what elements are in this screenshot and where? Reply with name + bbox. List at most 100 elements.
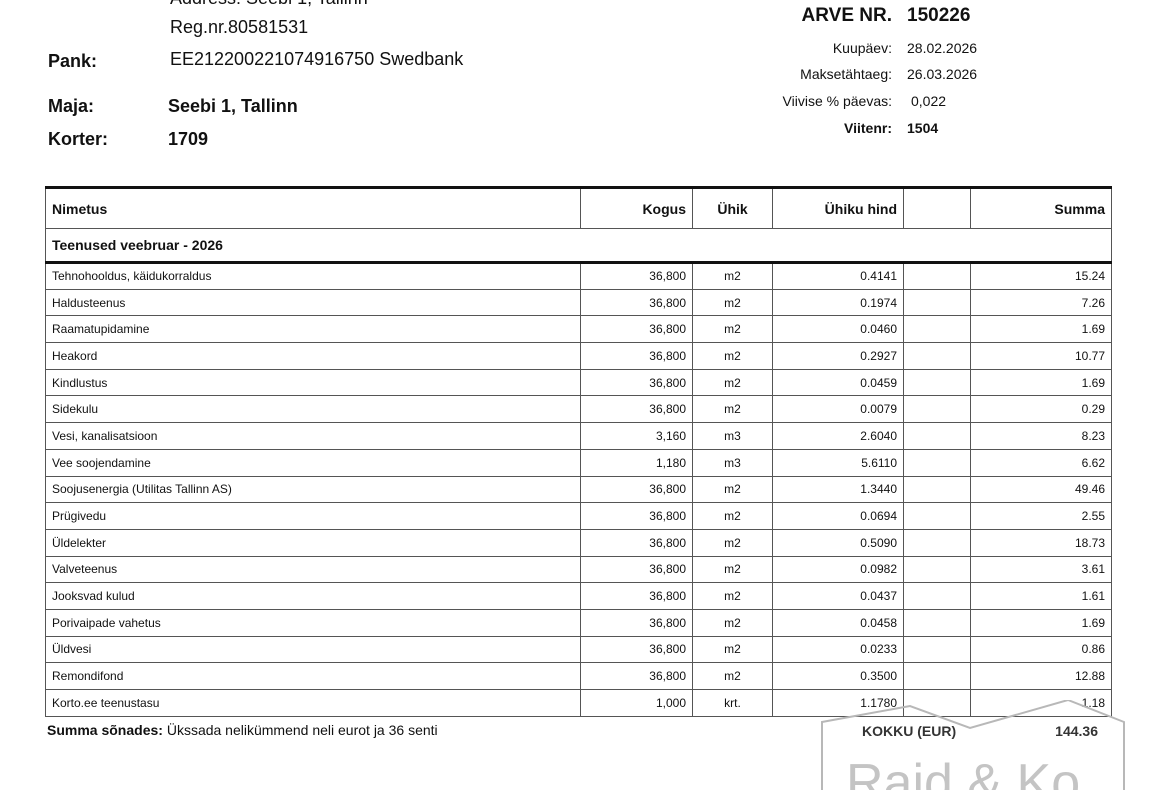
- item-sum: 1.18: [970, 689, 1112, 717]
- item-blank: [903, 662, 971, 690]
- item-blank: [903, 368, 971, 397]
- item-sum: 7.26: [970, 288, 1112, 317]
- item-unit: krt.: [692, 689, 773, 717]
- invoice-number: 150226: [907, 5, 971, 26]
- table-row: Haldusteenus 36,800 m2 0.1974 7.26: [45, 288, 1112, 317]
- house-label: Maja:: [48, 96, 95, 116]
- item-unit-price: 0.5090: [772, 528, 904, 557]
- table-row: Üldvesi 36,800 m2 0.0233 0.86: [45, 635, 1112, 664]
- house-value: Seebi 1, Tallinn: [168, 96, 298, 116]
- apartment-label: Korter:: [48, 129, 109, 149]
- table-row: Üldelekter 36,800 m2 0.5090 18.73: [45, 528, 1112, 557]
- item-name: Vee soojendamine: [45, 448, 581, 477]
- item-blank: [903, 315, 971, 344]
- item-name: Porivaipade vahetus: [45, 608, 581, 637]
- item-name: Heakord: [45, 342, 581, 370]
- item-sum: 1.61: [970, 582, 1112, 610]
- bank-label: Pank:: [48, 51, 98, 71]
- item-blank: [903, 262, 971, 290]
- raid-ko-watermark-logo: Raid & Ko: [821, 700, 1125, 790]
- table-row: Prügivedu 36,800 m2 0.0694 2.55: [45, 502, 1112, 530]
- item-sum: 0.86: [970, 635, 1112, 664]
- item-sum: 3.61: [970, 555, 1112, 584]
- company-reg-nr: Reg.nr.80581531: [170, 17, 309, 37]
- item-name: Sidekulu: [45, 395, 581, 424]
- item-unit-price: 0.0437: [772, 582, 904, 610]
- table-row: Porivaipade vahetus 36,800 m2 0.0458 1.69: [45, 608, 1112, 637]
- item-name: Tehnohooldus, käidukorraldus: [45, 262, 581, 290]
- ref-label: Viitenr:: [844, 120, 892, 136]
- item-unit: m2: [692, 475, 773, 504]
- item-name: Valveteenus: [45, 555, 581, 584]
- due-value: 26.03.2026: [907, 66, 978, 82]
- item-blank: [903, 555, 971, 584]
- item-unit: m2: [692, 342, 773, 370]
- bank-value: EE212200221074916750 Swedbank: [170, 49, 464, 69]
- item-name: Üldelekter: [45, 528, 581, 557]
- due-label: Maksetähtaeg:: [800, 66, 892, 82]
- item-blank: [903, 342, 971, 370]
- svg-text:Raid & Ko: Raid & Ko: [846, 754, 1080, 790]
- header-name: Nimetus: [45, 186, 581, 229]
- item-blank: [903, 422, 971, 450]
- item-unit: m2: [692, 608, 773, 637]
- item-quantity: 1,180: [580, 448, 693, 477]
- table-row: Vesi, kanalisatsioon 3,160 m3 2.6040 8.23: [45, 422, 1112, 450]
- header-unit: Ühik: [692, 186, 773, 229]
- item-blank: [903, 288, 971, 317]
- item-sum: 15.24: [970, 262, 1112, 290]
- table-row: Valveteenus 36,800 m2 0.0982 3.61: [45, 555, 1112, 584]
- total-value: 144.36: [1055, 723, 1098, 739]
- item-quantity: 36,800: [580, 662, 693, 690]
- item-quantity: 36,800: [580, 608, 693, 637]
- item-blank: [903, 502, 971, 530]
- ref-value: 1504: [907, 120, 939, 136]
- item-unit: m2: [692, 288, 773, 317]
- item-unit-price: 0.0079: [772, 395, 904, 424]
- item-quantity: 36,800: [580, 582, 693, 610]
- item-name: Remondifond: [45, 662, 581, 690]
- item-sum: 1.69: [970, 315, 1112, 344]
- item-blank: [903, 475, 971, 504]
- item-sum: 8.23: [970, 422, 1112, 450]
- item-unit: m2: [692, 315, 773, 344]
- item-unit: m2: [692, 635, 773, 664]
- item-name: Haldusteenus: [45, 288, 581, 317]
- item-unit-price: 2.6040: [772, 422, 904, 450]
- item-quantity: 36,800: [580, 315, 693, 344]
- table-header-row: Nimetus Kogus Ühik Ühiku hind Summa: [45, 186, 1112, 229]
- item-name: Üldvesi: [45, 635, 581, 664]
- table-row: Jooksvad kulud 36,800 m2 0.0437 1.61: [45, 582, 1112, 610]
- item-unit-price: 5.6110: [772, 448, 904, 477]
- header-quantity: Kogus: [580, 186, 693, 229]
- sum-in-words: Summa sõnades: Ükssada nelikümmend neli …: [47, 722, 438, 738]
- item-blank: [903, 582, 971, 610]
- invoice-title-label: ARVE NR.: [801, 5, 892, 26]
- item-unit-price: 0.3500: [772, 662, 904, 690]
- item-quantity: 36,800: [580, 342, 693, 370]
- item-unit-price: 0.0459: [772, 368, 904, 397]
- item-sum: 6.62: [970, 448, 1112, 477]
- item-unit-price: 0.0694: [772, 502, 904, 530]
- item-unit: m2: [692, 528, 773, 557]
- item-sum: 12.88: [970, 662, 1112, 690]
- item-sum: 18.73: [970, 528, 1112, 557]
- item-sum: 2.55: [970, 502, 1112, 530]
- item-sum: 0.29: [970, 395, 1112, 424]
- item-name: Kindlustus: [45, 368, 581, 397]
- table-row: Tehnohooldus, käidukorraldus 36,800 m2 0.41…: [45, 262, 1112, 290]
- item-quantity: 36,800: [580, 288, 693, 317]
- item-unit: m2: [692, 368, 773, 397]
- item-quantity: 36,800: [580, 555, 693, 584]
- item-name: Jooksvad kulud: [45, 582, 581, 610]
- item-unit: m3: [692, 448, 773, 477]
- item-blank: [903, 395, 971, 424]
- item-unit: m2: [692, 395, 773, 424]
- item-sum: 49.46: [970, 475, 1112, 504]
- item-name: Korto.ee teenustasu: [45, 689, 581, 717]
- item-quantity: 36,800: [580, 475, 693, 504]
- item-unit-price: 0.0233: [772, 635, 904, 664]
- group-row: Teenused veebruar - 2026: [45, 228, 1112, 264]
- item-sum: 10.77: [970, 342, 1112, 370]
- date-value: 28.02.2026: [907, 40, 978, 56]
